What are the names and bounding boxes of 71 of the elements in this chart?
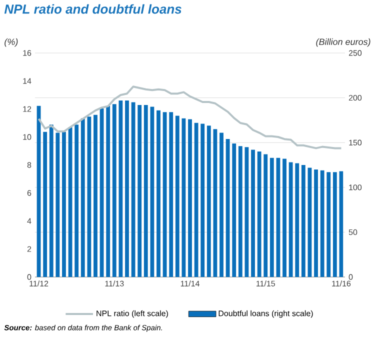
y2-tick-label: 250	[348, 50, 362, 56]
bar	[118, 100, 123, 277]
bar	[144, 104, 148, 277]
x-tick-label: 11/14	[180, 280, 200, 286]
bar	[49, 124, 54, 277]
bar	[257, 152, 262, 277]
bar	[200, 124, 205, 277]
bar	[56, 132, 60, 277]
bar	[276, 158, 280, 277]
bar	[43, 132, 48, 277]
bar	[156, 110, 160, 277]
y2-tick-label: 200	[348, 94, 362, 101]
bar	[244, 147, 249, 277]
bar	[169, 112, 174, 277]
bar	[326, 172, 331, 277]
bar	[213, 129, 218, 277]
bar	[80, 118, 85, 277]
bar	[138, 104, 142, 277]
bar	[125, 100, 129, 277]
y2-tick-label: 150	[349, 140, 362, 146]
bar	[220, 132, 224, 277]
y2-tick-label: 100	[349, 184, 362, 190]
bar	[264, 154, 268, 277]
bar	[100, 108, 104, 277]
y-tick-label: 14	[23, 78, 32, 84]
y-tick-label: 6	[27, 190, 32, 196]
y-tick-label: 2	[27, 246, 32, 252]
bar	[238, 146, 242, 277]
bar	[112, 104, 116, 277]
y2-axis-title: (Billion euros)	[316, 38, 370, 47]
bar	[270, 158, 274, 277]
x-tick-label: 11/13	[105, 280, 124, 286]
bar	[295, 163, 300, 277]
bar	[188, 119, 192, 277]
y-tick-label: 0	[27, 274, 32, 280]
bar	[106, 106, 110, 277]
bar	[94, 114, 98, 277]
y-tick-label: 4	[27, 218, 32, 224]
bar	[175, 116, 180, 277]
x-tick-label: 11/16	[332, 280, 351, 286]
x-tick-label: 11/15	[256, 280, 275, 286]
bar	[308, 168, 312, 277]
bar	[74, 124, 79, 277]
chart-title: NPL ratio and doubtful loans	[4, 4, 182, 14]
y-tick-label: 12	[23, 106, 32, 112]
bar	[150, 106, 154, 277]
y2-tick-label: 50	[348, 229, 358, 236]
bar	[251, 150, 255, 277]
y-tick-label: 8	[27, 162, 32, 168]
bar	[194, 122, 198, 277]
legend-label: Doubtful loans (right scale)	[218, 310, 313, 318]
bar	[232, 143, 236, 277]
bar	[282, 158, 286, 277]
bar	[301, 165, 306, 277]
x-tick-label: 11/12	[30, 280, 48, 286]
bar	[62, 132, 66, 277]
bar	[226, 139, 230, 277]
y-axis-title: (%)	[4, 38, 18, 47]
bar	[332, 172, 337, 277]
y-tick-label: 16	[23, 50, 32, 56]
bar	[131, 102, 136, 277]
bar	[320, 170, 324, 277]
y-tick-label: 10	[23, 134, 32, 140]
legend-label: NPL ratio (left scale)	[96, 310, 168, 318]
bar	[314, 169, 318, 277]
bar	[162, 112, 167, 277]
bar	[87, 116, 92, 277]
bar	[206, 126, 211, 277]
y2-tick-label: 0	[348, 274, 353, 280]
bar	[182, 118, 186, 277]
bar	[288, 162, 293, 277]
